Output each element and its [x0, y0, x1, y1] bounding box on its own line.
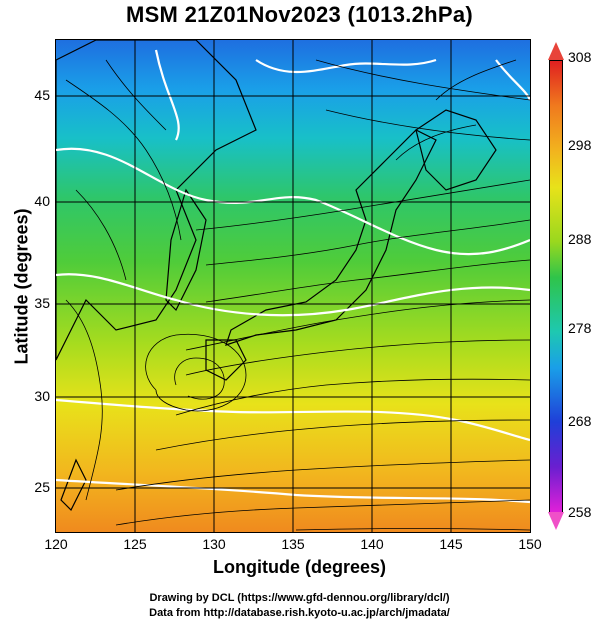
- x-tick-label: 140: [360, 536, 384, 552]
- credit-drawing: Drawing by DCL (https://www.gfd-dennou.o…: [149, 592, 450, 604]
- colorbar-label: 288: [568, 231, 592, 247]
- y-tick-label: 25: [34, 479, 50, 495]
- x-tick-label: 145: [439, 536, 463, 552]
- y-tick-label: 45: [34, 87, 50, 103]
- colorbar-label: 298: [568, 137, 592, 153]
- temperature-contours: [56, 49, 530, 504]
- x-tick-label: 130: [202, 536, 226, 552]
- y-axis-label: Latitude (degrees): [11, 208, 32, 365]
- colorbar-label: 308: [568, 49, 592, 65]
- colorbar-label: 258: [568, 504, 592, 520]
- land-shapes: [56, 40, 497, 512]
- x-tick-label: 125: [123, 536, 147, 552]
- x-tick-label: 120: [44, 536, 68, 552]
- colorbar-label: 268: [568, 413, 592, 429]
- colorbar-min-triangle: [548, 512, 564, 530]
- map-plot-area: [55, 39, 531, 533]
- colorbar-label: 278: [568, 320, 592, 336]
- colorbar-max-triangle: [548, 42, 564, 60]
- credit-data-source: Data from http://database.rish.kyoto-u.a…: [149, 607, 450, 619]
- x-tick-label: 135: [281, 536, 305, 552]
- x-tick-label: 150: [518, 536, 542, 552]
- y-tick-label: 40: [34, 193, 50, 209]
- lat-lon-grid: [56, 40, 530, 532]
- y-tick-label: 35: [34, 295, 50, 311]
- wind-streamlines: [65, 59, 530, 531]
- y-tick-label: 30: [34, 388, 50, 404]
- streamline-map: [56, 40, 530, 532]
- x-axis-label: Longitude (degrees): [212, 557, 386, 577]
- map-title: MSM 21Z01Nov2023 (1013.2hPa): [125, 2, 474, 27]
- colorbar: [549, 60, 563, 513]
